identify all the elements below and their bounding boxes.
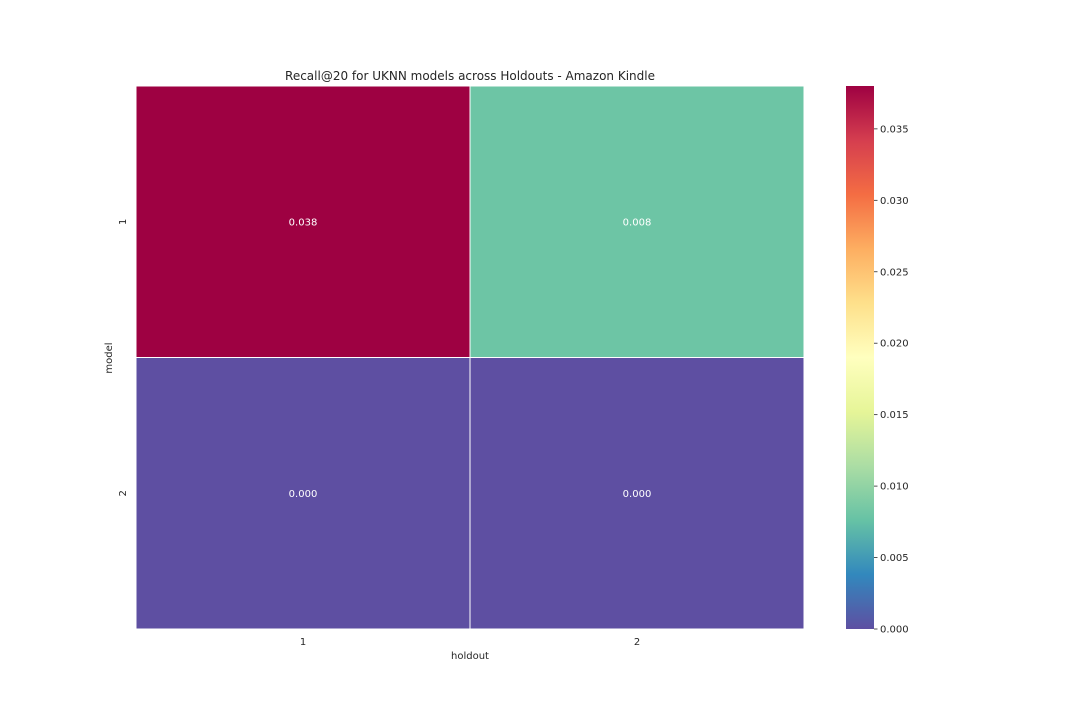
heatmap-cell-r2-c2 xyxy=(469,357,805,630)
y-tick-label-2: 2 xyxy=(118,490,129,496)
y-tick-label-1: 1 xyxy=(118,219,129,225)
colorbar-tick-label: 0.005 xyxy=(880,553,909,564)
colorbar-tick-label: 0.020 xyxy=(880,339,909,350)
y-axis-ticks: 12 xyxy=(118,219,129,497)
heatmap-cell-r1-c1 xyxy=(135,85,471,358)
colorbar-tick-label: 0.010 xyxy=(880,482,909,493)
heatmap-cell-label-r2-c1: 0.000 xyxy=(289,489,318,500)
heatmap-cell-r2-c1 xyxy=(135,357,471,630)
x-tick-label-2: 2 xyxy=(634,637,640,648)
x-tick-label-1: 1 xyxy=(300,637,306,648)
colorbar-tick-label: 0.000 xyxy=(880,625,909,636)
colorbar-tick-label: 0.030 xyxy=(880,196,909,207)
heatmap-cell-r1-c2 xyxy=(469,85,805,358)
colorbar-tick-label: 0.015 xyxy=(880,410,909,421)
x-axis-label: holdout xyxy=(451,651,489,662)
heatmap-cell-label-r1-c2: 0.008 xyxy=(623,217,652,228)
heatmap-grid xyxy=(135,85,805,630)
heatmap-cell-label-r1-c1: 0.038 xyxy=(289,217,318,228)
colorbar-tick-label: 0.035 xyxy=(880,124,909,135)
colorbar-gradient xyxy=(846,86,874,629)
heatmap-cell-labels: 0.038 0.008 0.000 0.000 xyxy=(289,217,652,500)
chart-title: Recall@20 for UKNN models across Holdout… xyxy=(285,69,655,83)
colorbar-ticks: 0.000 0.005 0.010 0.015 0.020 0.025 0.030 0.035 xyxy=(874,124,909,636)
y-axis-label: model xyxy=(104,342,115,373)
heatmap-cell-label-r2-c2: 0.000 xyxy=(623,489,652,500)
colorbar-tick-label: 0.025 xyxy=(880,267,909,278)
colorbar: 0.000 0.005 0.010 0.015 0.020 0.025 0.030 0.035 xyxy=(846,86,909,636)
